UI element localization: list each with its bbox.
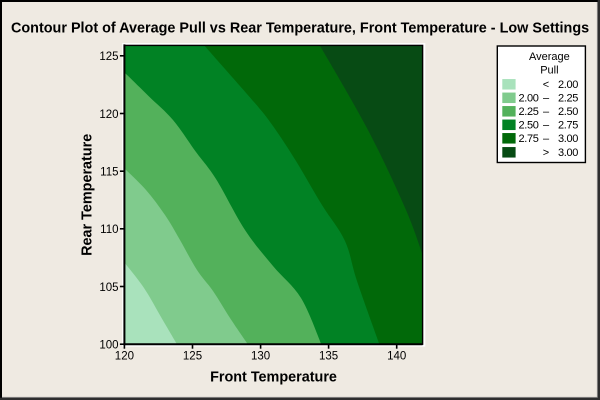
svg-text:130: 130 xyxy=(251,351,270,363)
svg-text:>: > xyxy=(543,147,549,159)
svg-text:120: 120 xyxy=(99,109,118,121)
svg-text:2.25: 2.25 xyxy=(518,106,538,118)
svg-text:120: 120 xyxy=(115,351,134,363)
svg-text:105: 105 xyxy=(99,282,118,294)
svg-text:–: – xyxy=(543,133,550,145)
svg-text:2.50: 2.50 xyxy=(558,106,578,118)
svg-text:Rear Temperature: Rear Temperature xyxy=(80,134,96,256)
svg-text:–: – xyxy=(543,120,550,132)
svg-text:125: 125 xyxy=(99,51,118,63)
svg-text:2.75: 2.75 xyxy=(558,120,578,132)
svg-text:2.25: 2.25 xyxy=(558,93,578,105)
svg-text:–: – xyxy=(543,106,550,118)
svg-text:2.75: 2.75 xyxy=(518,133,538,145)
svg-text:135: 135 xyxy=(319,351,338,363)
svg-text:Pull: Pull xyxy=(540,65,558,77)
svg-text:Average: Average xyxy=(529,51,570,63)
svg-text:100: 100 xyxy=(99,340,118,352)
svg-text:110: 110 xyxy=(100,224,118,236)
svg-text:140: 140 xyxy=(387,351,406,363)
svg-text:115: 115 xyxy=(100,167,118,179)
svg-text:Contour Plot of Average Pull v: Contour Plot of Average Pull vs Rear Tem… xyxy=(11,20,589,36)
svg-text:3.00: 3.00 xyxy=(558,147,578,159)
svg-text:2.00: 2.00 xyxy=(558,79,578,91)
svg-text:2.50: 2.50 xyxy=(518,120,538,132)
svg-text:3.00: 3.00 xyxy=(558,133,578,145)
svg-text:2.00: 2.00 xyxy=(518,93,538,105)
svg-text:–: – xyxy=(543,93,550,105)
svg-text:Front Temperature: Front Temperature xyxy=(210,370,337,386)
svg-text:<: < xyxy=(543,79,549,91)
svg-text:125: 125 xyxy=(183,351,202,363)
